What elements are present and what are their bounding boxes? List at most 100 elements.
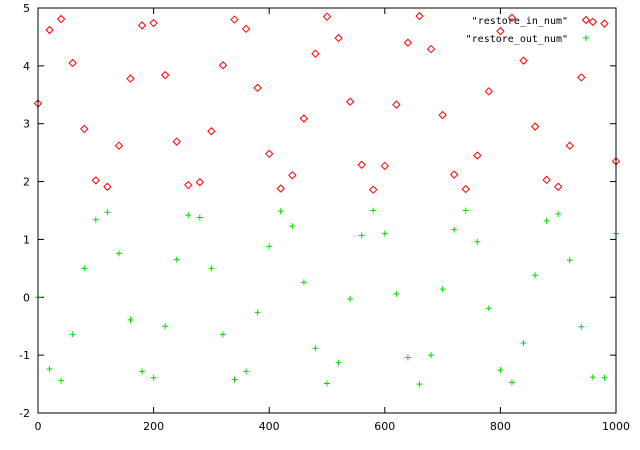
data-point bbox=[543, 217, 550, 224]
data-point bbox=[334, 33, 343, 43]
data-point bbox=[600, 19, 609, 28]
data-point bbox=[530, 122, 540, 131]
data-point bbox=[173, 256, 180, 263]
y-tick-label: 3 bbox=[23, 118, 30, 131]
data-point bbox=[589, 374, 596, 381]
data-point bbox=[369, 185, 378, 194]
data-point bbox=[324, 380, 330, 387]
data-point bbox=[474, 238, 481, 245]
data-point bbox=[115, 250, 122, 257]
data-point bbox=[69, 331, 76, 338]
data-point bbox=[553, 182, 563, 191]
y-tick-label: -2 bbox=[19, 407, 30, 420]
data-point bbox=[80, 124, 89, 134]
legend-marker bbox=[581, 15, 591, 25]
data-point bbox=[277, 208, 284, 215]
y-tick-label: -1 bbox=[19, 349, 30, 362]
x-tick-label: 1000 bbox=[602, 420, 630, 433]
data-point bbox=[462, 207, 469, 214]
data-point bbox=[149, 18, 158, 28]
x-tick-label: 0 bbox=[35, 420, 42, 433]
data-point bbox=[104, 209, 111, 216]
data-point bbox=[588, 17, 598, 27]
data-point bbox=[312, 345, 319, 352]
data-point bbox=[428, 352, 435, 359]
data-point bbox=[393, 290, 400, 297]
data-point bbox=[357, 160, 366, 170]
data-point bbox=[46, 366, 53, 373]
data-point bbox=[126, 74, 135, 83]
data-point bbox=[322, 12, 332, 21]
plot-area-frame bbox=[37, 7, 617, 414]
data-point bbox=[58, 377, 65, 384]
data-point bbox=[520, 339, 527, 346]
data-point bbox=[404, 354, 411, 361]
data-point bbox=[473, 151, 482, 160]
y-tick-label: 4 bbox=[23, 60, 30, 73]
data-point bbox=[150, 374, 157, 381]
data-point bbox=[438, 110, 447, 120]
legend-marker bbox=[583, 35, 589, 41]
data-point bbox=[231, 376, 238, 383]
data-point bbox=[230, 15, 239, 24]
data-point bbox=[254, 309, 261, 316]
data-point bbox=[184, 180, 193, 190]
data-point bbox=[519, 56, 528, 65]
data-point bbox=[403, 38, 413, 47]
data-point bbox=[392, 100, 401, 109]
data-point bbox=[507, 13, 517, 23]
data-point bbox=[381, 230, 388, 237]
data-point bbox=[496, 26, 505, 36]
data-point bbox=[370, 207, 377, 214]
data-point bbox=[172, 137, 181, 146]
data-point bbox=[601, 374, 608, 381]
x-tick-label: 800 bbox=[490, 420, 511, 433]
data-point bbox=[68, 58, 77, 68]
data-point bbox=[195, 177, 205, 187]
y-tick-label: 0 bbox=[23, 291, 30, 304]
data-point bbox=[56, 14, 66, 24]
data-point bbox=[208, 265, 215, 272]
y-tick-label: 1 bbox=[23, 233, 30, 246]
data-point bbox=[461, 184, 470, 194]
data-point bbox=[345, 97, 355, 106]
data-point bbox=[45, 25, 54, 35]
data-point bbox=[416, 381, 423, 388]
data-point bbox=[264, 149, 274, 159]
data-point bbox=[207, 127, 216, 136]
data-point bbox=[253, 83, 262, 93]
x-tick-label: 200 bbox=[143, 420, 164, 433]
data-point bbox=[241, 24, 251, 34]
data-point bbox=[485, 305, 492, 312]
legend-label-restore-in-num: "restore_in_num" bbox=[472, 16, 568, 27]
x-tick-label: 600 bbox=[374, 420, 395, 433]
data-point bbox=[542, 175, 551, 185]
data-point bbox=[196, 214, 203, 221]
data-point bbox=[508, 379, 515, 386]
data-point bbox=[92, 216, 99, 223]
data-point bbox=[81, 265, 88, 272]
data-point bbox=[127, 316, 134, 323]
data-point bbox=[300, 279, 307, 286]
data-point bbox=[139, 368, 146, 375]
data-point bbox=[288, 170, 297, 180]
series-restore-in-num bbox=[33, 11, 621, 194]
data-point bbox=[311, 49, 320, 58]
data-point bbox=[185, 212, 192, 219]
y-tick-label: 5 bbox=[23, 2, 30, 15]
series-restore-out-num bbox=[35, 207, 619, 388]
data-point bbox=[347, 296, 354, 303]
data-point bbox=[114, 141, 124, 150]
data-point bbox=[449, 170, 459, 179]
data-point bbox=[137, 21, 147, 30]
data-point bbox=[578, 323, 585, 330]
data-point bbox=[160, 70, 170, 80]
data-point bbox=[289, 223, 296, 230]
data-point bbox=[335, 359, 342, 366]
data-point bbox=[243, 368, 250, 375]
data-point bbox=[577, 73, 586, 82]
data-point bbox=[439, 286, 446, 293]
legend: "restore_in_num" "restore_out_num" bbox=[466, 15, 591, 45]
data-point bbox=[219, 331, 226, 338]
